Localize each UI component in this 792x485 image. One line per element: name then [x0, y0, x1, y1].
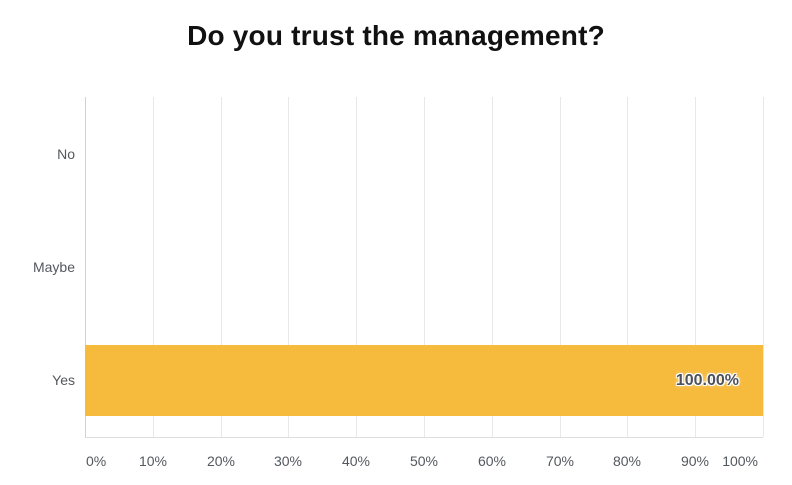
x-axis-tick-label: 40%	[341, 453, 371, 469]
gridline	[424, 97, 425, 437]
chart-title: Do you trust the management?	[187, 20, 605, 51]
y-axis-line	[85, 97, 86, 437]
x-axis-tick-label: 70%	[545, 453, 575, 469]
x-axis-tick-label: 90%	[680, 453, 710, 469]
gridline	[560, 97, 561, 437]
gridline	[153, 97, 154, 437]
x-axis-tick-label: 0%	[86, 453, 107, 469]
x-axis-tick-label: 20%	[206, 453, 236, 469]
gridline	[356, 97, 357, 437]
gridline	[288, 97, 289, 437]
bar-yes[interactable]: 100.00%	[85, 345, 763, 416]
plot-area: 100.00%	[85, 97, 764, 438]
y-axis-label-maybe: Maybe	[32, 259, 75, 275]
x-axis-tick-label: 80%	[612, 453, 642, 469]
gridline	[763, 97, 764, 437]
bar-value-label: 100.00%	[675, 371, 739, 389]
x-axis-tick-label: 10%	[138, 453, 168, 469]
gridline	[492, 97, 493, 437]
y-axis-label-no: No	[57, 146, 75, 162]
gridline	[627, 97, 628, 437]
gridline	[695, 97, 696, 437]
x-axis-tick-label: 30%	[273, 453, 303, 469]
x-axis-tick-label: 100%	[722, 453, 758, 469]
x-axis-tick-label: 60%	[477, 453, 507, 469]
x-axis-tick-label: 50%	[409, 453, 439, 469]
y-axis-label-yes: Yes	[52, 372, 75, 388]
gridline	[221, 97, 222, 437]
